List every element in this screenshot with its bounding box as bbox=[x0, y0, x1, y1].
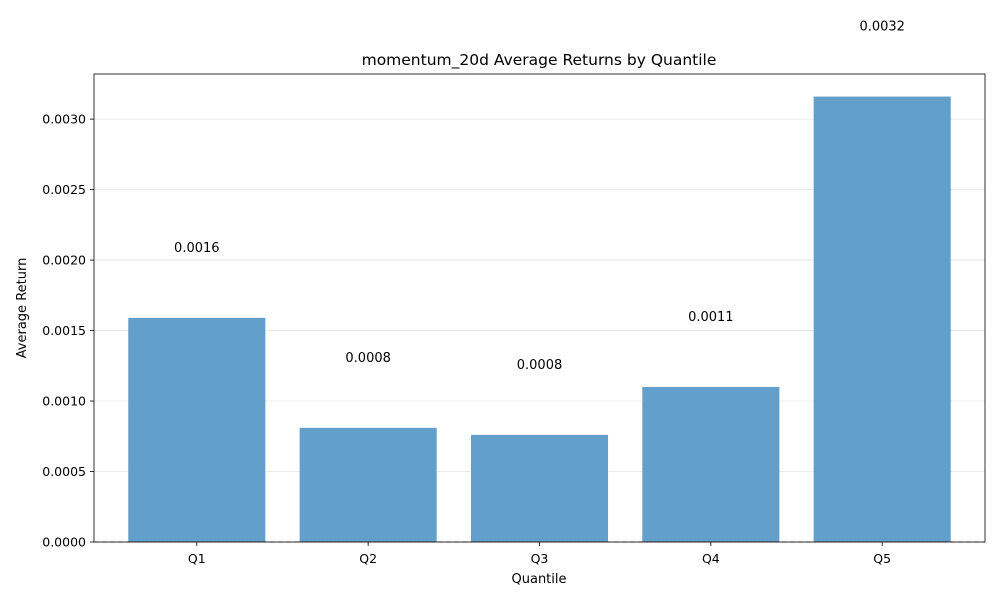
data-label-q1: 0.0016 bbox=[174, 241, 220, 256]
data-label-q5: 0.0032 bbox=[859, 20, 905, 35]
y-tick-label: 0.0025 bbox=[42, 182, 86, 197]
y-tick-label: 0.0030 bbox=[42, 112, 86, 127]
y-tick-label: 0.0000 bbox=[42, 535, 86, 550]
y-tick-label: 0.0005 bbox=[42, 464, 86, 479]
axis-layer: 0.0000 0.0005 0.0010 0.0015 0.0020 0.0025 0.00… bbox=[42, 73, 986, 566]
x-tick-label: Q5 bbox=[873, 551, 891, 566]
y-tick-label: 0.0010 bbox=[42, 394, 86, 409]
y-tick-label: 0.0015 bbox=[42, 323, 86, 338]
chart-title: momentum_20d Average Returns by Quantile bbox=[362, 51, 717, 70]
bar-q3 bbox=[470, 434, 609, 542]
data-label-q3: 0.0008 bbox=[517, 358, 563, 373]
bar-q4 bbox=[642, 386, 780, 542]
bar-q1 bbox=[128, 317, 266, 542]
data-label-q2: 0.0008 bbox=[345, 351, 391, 366]
bar-q2 bbox=[299, 427, 437, 542]
x-tick-label: Q4 bbox=[702, 551, 720, 566]
y-tick-label: 0.0020 bbox=[42, 253, 86, 268]
bar-layer bbox=[128, 96, 951, 543]
x-tick-label: Q1 bbox=[188, 551, 206, 566]
data-label-layer: 0.0016 0.0008 0.0008 0.0011 0.0032 bbox=[174, 20, 905, 373]
x-tick-label: Q2 bbox=[359, 551, 377, 566]
data-label-q4: 0.0011 bbox=[688, 310, 734, 325]
x-tick-label: Q3 bbox=[531, 551, 549, 566]
y-axis-label: Average Return bbox=[15, 258, 30, 359]
bar-q5 bbox=[813, 96, 951, 543]
x-axis-label: Quantile bbox=[512, 572, 567, 587]
